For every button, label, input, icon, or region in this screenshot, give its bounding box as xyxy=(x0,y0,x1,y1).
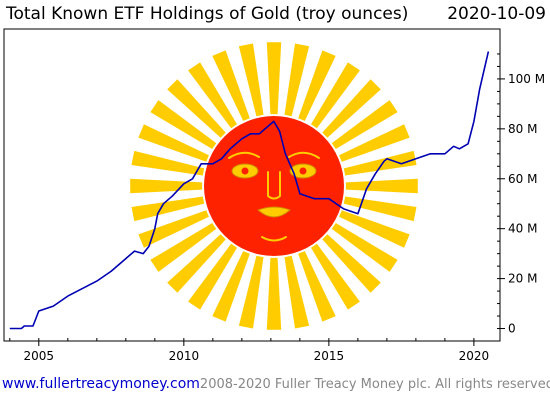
sun-ray xyxy=(150,223,217,272)
sun-ray xyxy=(188,62,237,129)
sun-ray xyxy=(298,251,336,322)
mouth xyxy=(257,206,291,218)
etf-gold-chart: 0 20 M 40 M 60 M 80 M 100 M 2005 2010 2015 2020 xyxy=(3,28,545,363)
sun-ray xyxy=(212,50,250,121)
sun-ray xyxy=(284,43,310,117)
y-tick-label: 20 M xyxy=(508,272,537,286)
sun-ray xyxy=(331,223,398,272)
sun-ray xyxy=(150,100,217,149)
y-tick-label: 80 M xyxy=(508,122,537,136)
sun-ray xyxy=(266,257,282,330)
chart-title: Total Known ETF Holdings of Gold (troy o… xyxy=(6,4,409,24)
series-line-gold-holdings xyxy=(9,51,490,330)
sun-ray xyxy=(339,210,410,248)
sun-ray xyxy=(284,255,310,329)
footer: www.fullertreacymoney.com2008-2020 Fulle… xyxy=(2,376,550,392)
sun-rays xyxy=(130,42,418,330)
sun-ray xyxy=(339,124,410,162)
y-tick-label: 40 M xyxy=(508,222,537,236)
sun-ray xyxy=(167,79,226,138)
sun-ray xyxy=(188,243,237,310)
sun-ray xyxy=(138,124,209,162)
sun-ray xyxy=(266,42,282,115)
sun-ray xyxy=(167,234,226,293)
left-pupil xyxy=(241,167,249,175)
y-tick-label: 60 M xyxy=(508,172,537,186)
sun-ray xyxy=(238,43,264,117)
sun-ray xyxy=(343,150,417,176)
left-eyebrow xyxy=(228,151,260,159)
chin xyxy=(261,236,287,242)
sun-face xyxy=(228,151,320,242)
footer-link[interactable]: www.fullertreacymoney.com xyxy=(2,376,200,392)
right-pupil xyxy=(299,167,307,175)
sun-disc xyxy=(204,116,344,256)
sun-ray xyxy=(238,255,264,329)
y-axis: 0 20 M 40 M 60 M 80 M 100 M xyxy=(497,53,545,336)
x-tick-label: 2020 xyxy=(459,349,490,363)
y-tick-label: 0 xyxy=(508,322,516,336)
x-axis: 2005 2010 2015 2020 xyxy=(9,338,490,363)
sun-ray xyxy=(331,100,398,149)
sun-ray xyxy=(322,79,381,138)
x-tick-label: 2005 xyxy=(24,349,55,363)
sun-ray xyxy=(138,210,209,248)
chart-date: 2020-10-09 xyxy=(447,4,546,24)
sun-ray xyxy=(322,234,381,293)
y-tick-label: 100 M xyxy=(508,72,545,86)
sun-ray xyxy=(311,62,360,129)
footer-copyright: 2008-2020 Fuller Treacy Money plc. All r… xyxy=(199,377,550,392)
sun-ray xyxy=(345,178,418,194)
x-tick-label: 2015 xyxy=(314,349,345,363)
nose xyxy=(267,171,281,200)
sun-face-icon xyxy=(130,42,418,330)
sun-ray xyxy=(130,178,203,194)
sun-ray xyxy=(131,196,205,222)
right-eyebrow xyxy=(288,151,320,159)
sun-ray xyxy=(298,50,336,121)
sun-ray xyxy=(212,251,250,322)
plot-frame xyxy=(3,28,501,342)
x-tick-label: 2010 xyxy=(169,349,200,363)
sun-ray xyxy=(311,243,360,310)
sun-ray xyxy=(131,150,205,176)
